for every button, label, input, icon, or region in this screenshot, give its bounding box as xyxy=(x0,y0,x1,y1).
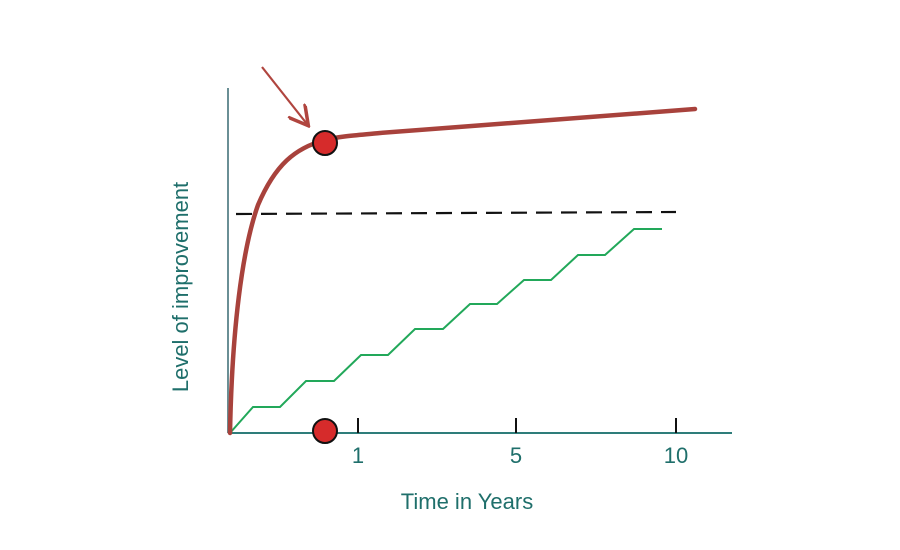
staircase-line xyxy=(229,228,662,434)
x-axis-marker xyxy=(312,418,338,444)
annotation-arrow xyxy=(261,66,307,124)
x-tick-label-10: 10 xyxy=(664,443,688,468)
x-axis-label: Time in Years xyxy=(401,489,533,514)
improvement-curve xyxy=(227,106,698,436)
x-tick-label-5: 5 xyxy=(510,443,522,468)
y-axis-label: Level of improvement xyxy=(168,182,193,392)
curve-marker xyxy=(312,130,338,156)
x-tick-label-1: 1 xyxy=(352,443,364,468)
dashed-reference-line xyxy=(235,210,677,216)
